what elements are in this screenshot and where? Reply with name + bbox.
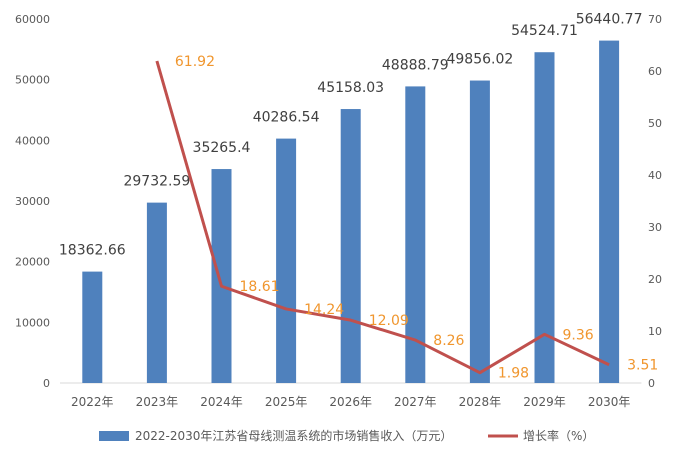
right-tick-label: 60 — [648, 65, 662, 78]
right-tick-label: 40 — [648, 169, 662, 182]
bar — [211, 169, 232, 383]
bar — [276, 138, 297, 383]
x-axis: 2022年 2023年 2024年 2025年 2026年 2027年 2028年 2029年… — [71, 395, 630, 409]
bar — [82, 271, 103, 383]
line-value-label: 3.51 — [627, 358, 658, 374]
line-value-label: 8.26 — [433, 333, 464, 349]
right-tick-label: 0 — [648, 377, 655, 390]
x-tick-label: 2026年 — [329, 395, 372, 409]
bar — [469, 80, 490, 383]
right-tick-label: 50 — [648, 117, 662, 130]
bar — [340, 109, 361, 383]
line-series — [155, 60, 610, 375]
line-value-label: 1.98 — [498, 366, 529, 382]
line-value-label: 14.24 — [304, 302, 344, 318]
left-tick-label: 40000 — [15, 134, 50, 147]
legend-line-label: 增长率（%） — [523, 428, 594, 443]
line-value-label: 12.09 — [369, 313, 409, 329]
left-axis: 0 10000 20000 30000 40000 50000 60000 — [15, 13, 50, 390]
line-value-label: 18.61 — [240, 279, 280, 295]
x-tick-label: 2030年 — [588, 395, 631, 409]
bar-value-label: 35265.4 — [193, 140, 251, 156]
legend: 2022-2030年江苏省母线测温系统的市场销售收入（万元） 增长率（%） — [99, 428, 594, 443]
x-tick-label: 2023年 — [136, 395, 179, 409]
x-tick-label: 2029年 — [523, 395, 566, 409]
bar-value-label: 49856.02 — [446, 52, 513, 68]
right-axis: 0 10 20 30 40 50 60 70 — [648, 13, 662, 390]
bar — [146, 202, 167, 383]
line-value-label: 9.36 — [563, 327, 594, 343]
bar-value-label: 56440.77 — [576, 12, 643, 28]
line-value-label: 61.92 — [175, 54, 215, 70]
x-tick-label: 2025年 — [265, 395, 308, 409]
left-tick-label: 60000 — [15, 13, 50, 26]
right-tick-label: 10 — [648, 325, 662, 338]
bar-value-label: 54524.71 — [511, 23, 578, 39]
x-tick-label: 2027年 — [394, 395, 437, 409]
bar-value-label: 40286.54 — [253, 110, 320, 126]
bar-series — [82, 40, 620, 384]
bar — [405, 86, 426, 383]
bar-value-label: 48888.79 — [382, 57, 449, 73]
left-tick-label: 10000 — [15, 316, 50, 329]
x-tick-label: 2024年 — [200, 395, 243, 409]
right-tick-label: 70 — [648, 13, 662, 26]
bar-value-label: 18362.66 — [59, 243, 126, 259]
growth-rate-line — [155, 60, 610, 375]
left-tick-label: 20000 — [15, 256, 50, 269]
x-tick-label: 2022年 — [71, 395, 114, 409]
left-tick-label: 50000 — [15, 74, 50, 87]
legend-bar-swatch — [99, 431, 129, 441]
bar — [534, 52, 555, 383]
line-data-labels: 61.92 18.61 14.24 12.09 8.26 1.98 9.36 3.51 — [175, 54, 658, 382]
bar-value-label: 29732.59 — [123, 174, 190, 190]
right-tick-label: 30 — [648, 221, 662, 234]
left-tick-label: 0 — [43, 377, 50, 390]
right-tick-label: 20 — [648, 273, 662, 286]
x-tick-label: 2028年 — [459, 395, 502, 409]
left-tick-label: 30000 — [15, 195, 50, 208]
legend-bar-label: 2022-2030年江苏省母线测温系统的市场销售收入（万元） — [135, 428, 452, 443]
bar — [599, 40, 620, 384]
bar-value-label: 45158.03 — [317, 80, 384, 96]
